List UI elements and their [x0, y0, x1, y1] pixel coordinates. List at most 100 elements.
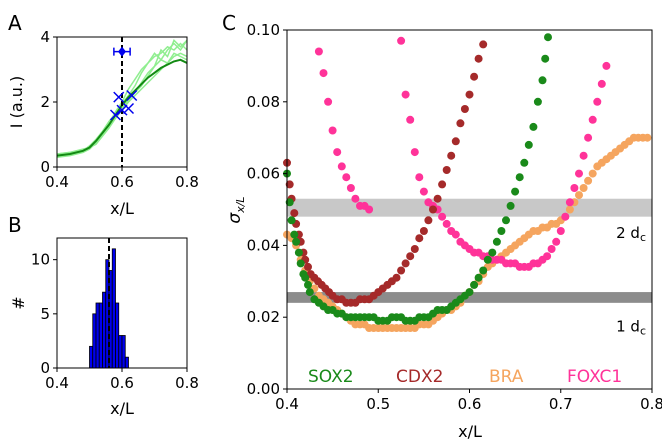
panel-c-point-cdx2 — [429, 205, 437, 214]
panel-a-ytick-label: 2 — [40, 93, 50, 111]
panel-a-ytick-label: 4 — [40, 28, 50, 46]
panel-c-xtick-label: 0.7 — [549, 395, 573, 413]
panel-c-point-sox2 — [524, 140, 533, 149]
panel-b-histogram-bar — [111, 248, 116, 369]
panel-c-xtick-label: 0.5 — [366, 395, 390, 413]
panel-b-histogram-bar — [124, 356, 129, 369]
panel-c-point-sox2 — [506, 201, 515, 210]
panel-c-point-cdx2 — [470, 72, 479, 81]
panel-c-point-foxc1 — [565, 198, 574, 207]
panel-c-point-foxc1 — [584, 133, 593, 142]
panel-c-point-sox2 — [483, 255, 492, 264]
panel-b-xtick-label: 0.4 — [45, 374, 69, 392]
panel-c-point-foxc1 — [588, 115, 597, 124]
panel-c-ytick-label: 0.04 — [247, 236, 280, 254]
panel-c-ytick-label: 0.08 — [247, 93, 280, 111]
panel-c-point-foxc1 — [556, 227, 565, 235]
panel-c-point-cdx2 — [433, 194, 442, 203]
panel-c-point-cdx2 — [465, 90, 474, 99]
panel-c-point-sox2 — [538, 76, 547, 85]
panel-a-cross-stroke — [113, 91, 125, 103]
panel-c-band — [287, 198, 652, 217]
panel-c-point-foxc1 — [547, 245, 556, 253]
panel-c-band-label-main: 2 d — [616, 224, 640, 242]
panel-c-point-foxc1 — [397, 36, 406, 45]
panel-c-point-foxc1 — [438, 212, 447, 221]
panel-c-point-sox2 — [541, 54, 550, 63]
panel-a-cross-stroke — [116, 104, 128, 116]
panel-c-legend-bra: BRA — [489, 367, 524, 387]
panel-c-point-cdx2 — [401, 259, 410, 268]
panel-a-cross-stroke — [109, 109, 122, 121]
panel-b-histogram-bar — [118, 335, 123, 369]
panel-b-xtick-label: 0.6 — [110, 374, 134, 392]
panel-c-point-sox2 — [492, 237, 501, 246]
panel-c-ylabel-sub: x/L — [234, 196, 247, 213]
panel-c-point-sox2 — [533, 97, 542, 106]
panel-c-point-sox2 — [296, 259, 305, 268]
panel-a-xtick-label: 0.6 — [110, 173, 134, 191]
panel-a-ylabel: I (a.u.) — [7, 76, 26, 128]
panel-b-xlabel: x/L — [110, 399, 134, 418]
panel-c-point-sox2 — [290, 230, 299, 239]
panel-c-point-bra — [643, 133, 652, 142]
panel-c-point-cdx2 — [406, 252, 415, 261]
panel-c-point-sox2 — [465, 288, 474, 297]
panel-c-point-foxc1 — [552, 237, 561, 246]
panel-b-histogram-bar — [102, 291, 107, 369]
panel-c-point-foxc1 — [342, 173, 351, 182]
panel-c-point-cdx2 — [392, 273, 401, 282]
panel-c-point-cdx2 — [447, 151, 456, 160]
panel-c-xlabel: x/L — [458, 422, 482, 441]
panel-c-series-cdx2 — [283, 40, 488, 307]
panel-label-a: A — [8, 11, 22, 35]
panel-b-histogram-bar — [95, 302, 100, 369]
panel-c-ylabel-main: σ — [225, 212, 245, 224]
panel-b-histogram-bar — [92, 313, 97, 369]
panel-c-point-sox2 — [470, 280, 479, 289]
panel-c-point-cdx2 — [290, 209, 299, 218]
panel-c-point-foxc1 — [442, 219, 451, 228]
panel-c-band-label: 1 dc — [616, 318, 646, 338]
panel-c-point-foxc1 — [351, 194, 360, 203]
panel-c-legend-sox2: SOX2 — [308, 367, 354, 387]
panel-c-point-cdx2 — [451, 137, 460, 146]
panel-c-xtick-label: 0.4 — [275, 395, 299, 413]
panel-c-point-sox2 — [515, 173, 524, 182]
panel-b-histogram-bar — [89, 345, 94, 369]
panel-c-series-foxc1 — [314, 36, 611, 271]
panel-c-point-foxc1 — [415, 173, 424, 182]
panel-c-point-foxc1 — [561, 212, 570, 221]
panel-c-ytick-label: 0.00 — [247, 380, 280, 398]
panel-c-point-foxc1 — [602, 61, 611, 70]
panel-c-point-bra — [575, 191, 583, 200]
panel-c-ytick-label: 0.06 — [247, 165, 280, 183]
panel-c-band-label-sub: c — [640, 325, 646, 338]
panel-c-chart: 0.4 0.5 0.6 0.7 0.80.000.020.040.060.080.10 … — [225, 21, 662, 441]
panel-c-band-label-main: 1 d — [616, 318, 640, 336]
panel-c-point-cdx2 — [419, 227, 428, 235]
panel-c-point-sox2 — [479, 266, 488, 275]
panel-a-mean-point — [118, 46, 126, 57]
panel-c-point-foxc1 — [365, 205, 374, 214]
panel-c-point-cdx2 — [442, 166, 451, 174]
panel-c-ytick-label: 0.10 — [247, 21, 280, 39]
panel-c-point-cdx2 — [304, 262, 312, 271]
panel-a-ytick-label: 0 — [40, 158, 50, 176]
panel-b-xtick-label: 0.8 — [175, 374, 199, 392]
panel-c-band — [287, 292, 652, 303]
panel-c-point-cdx2 — [410, 245, 419, 253]
panel-c-legend-foxc1: FOXC1 — [567, 367, 622, 387]
panel-c-point-bra — [565, 205, 574, 214]
panel-c-point-cdx2 — [285, 180, 294, 189]
panel-c-xtick-label: 0.8 — [640, 395, 662, 413]
panel-c-point-cdx2 — [438, 180, 447, 189]
panel-c-point-foxc1 — [543, 252, 552, 261]
panel-b-histogram-bar — [121, 335, 126, 369]
panel-a-crossing-marker — [116, 104, 128, 116]
panel-c-band-label: 2 dc — [616, 224, 646, 244]
panel-c-point-foxc1 — [570, 184, 579, 192]
panel-c-ylabel: σx/L — [225, 196, 247, 223]
panel-a-profile-line — [57, 39, 187, 155]
